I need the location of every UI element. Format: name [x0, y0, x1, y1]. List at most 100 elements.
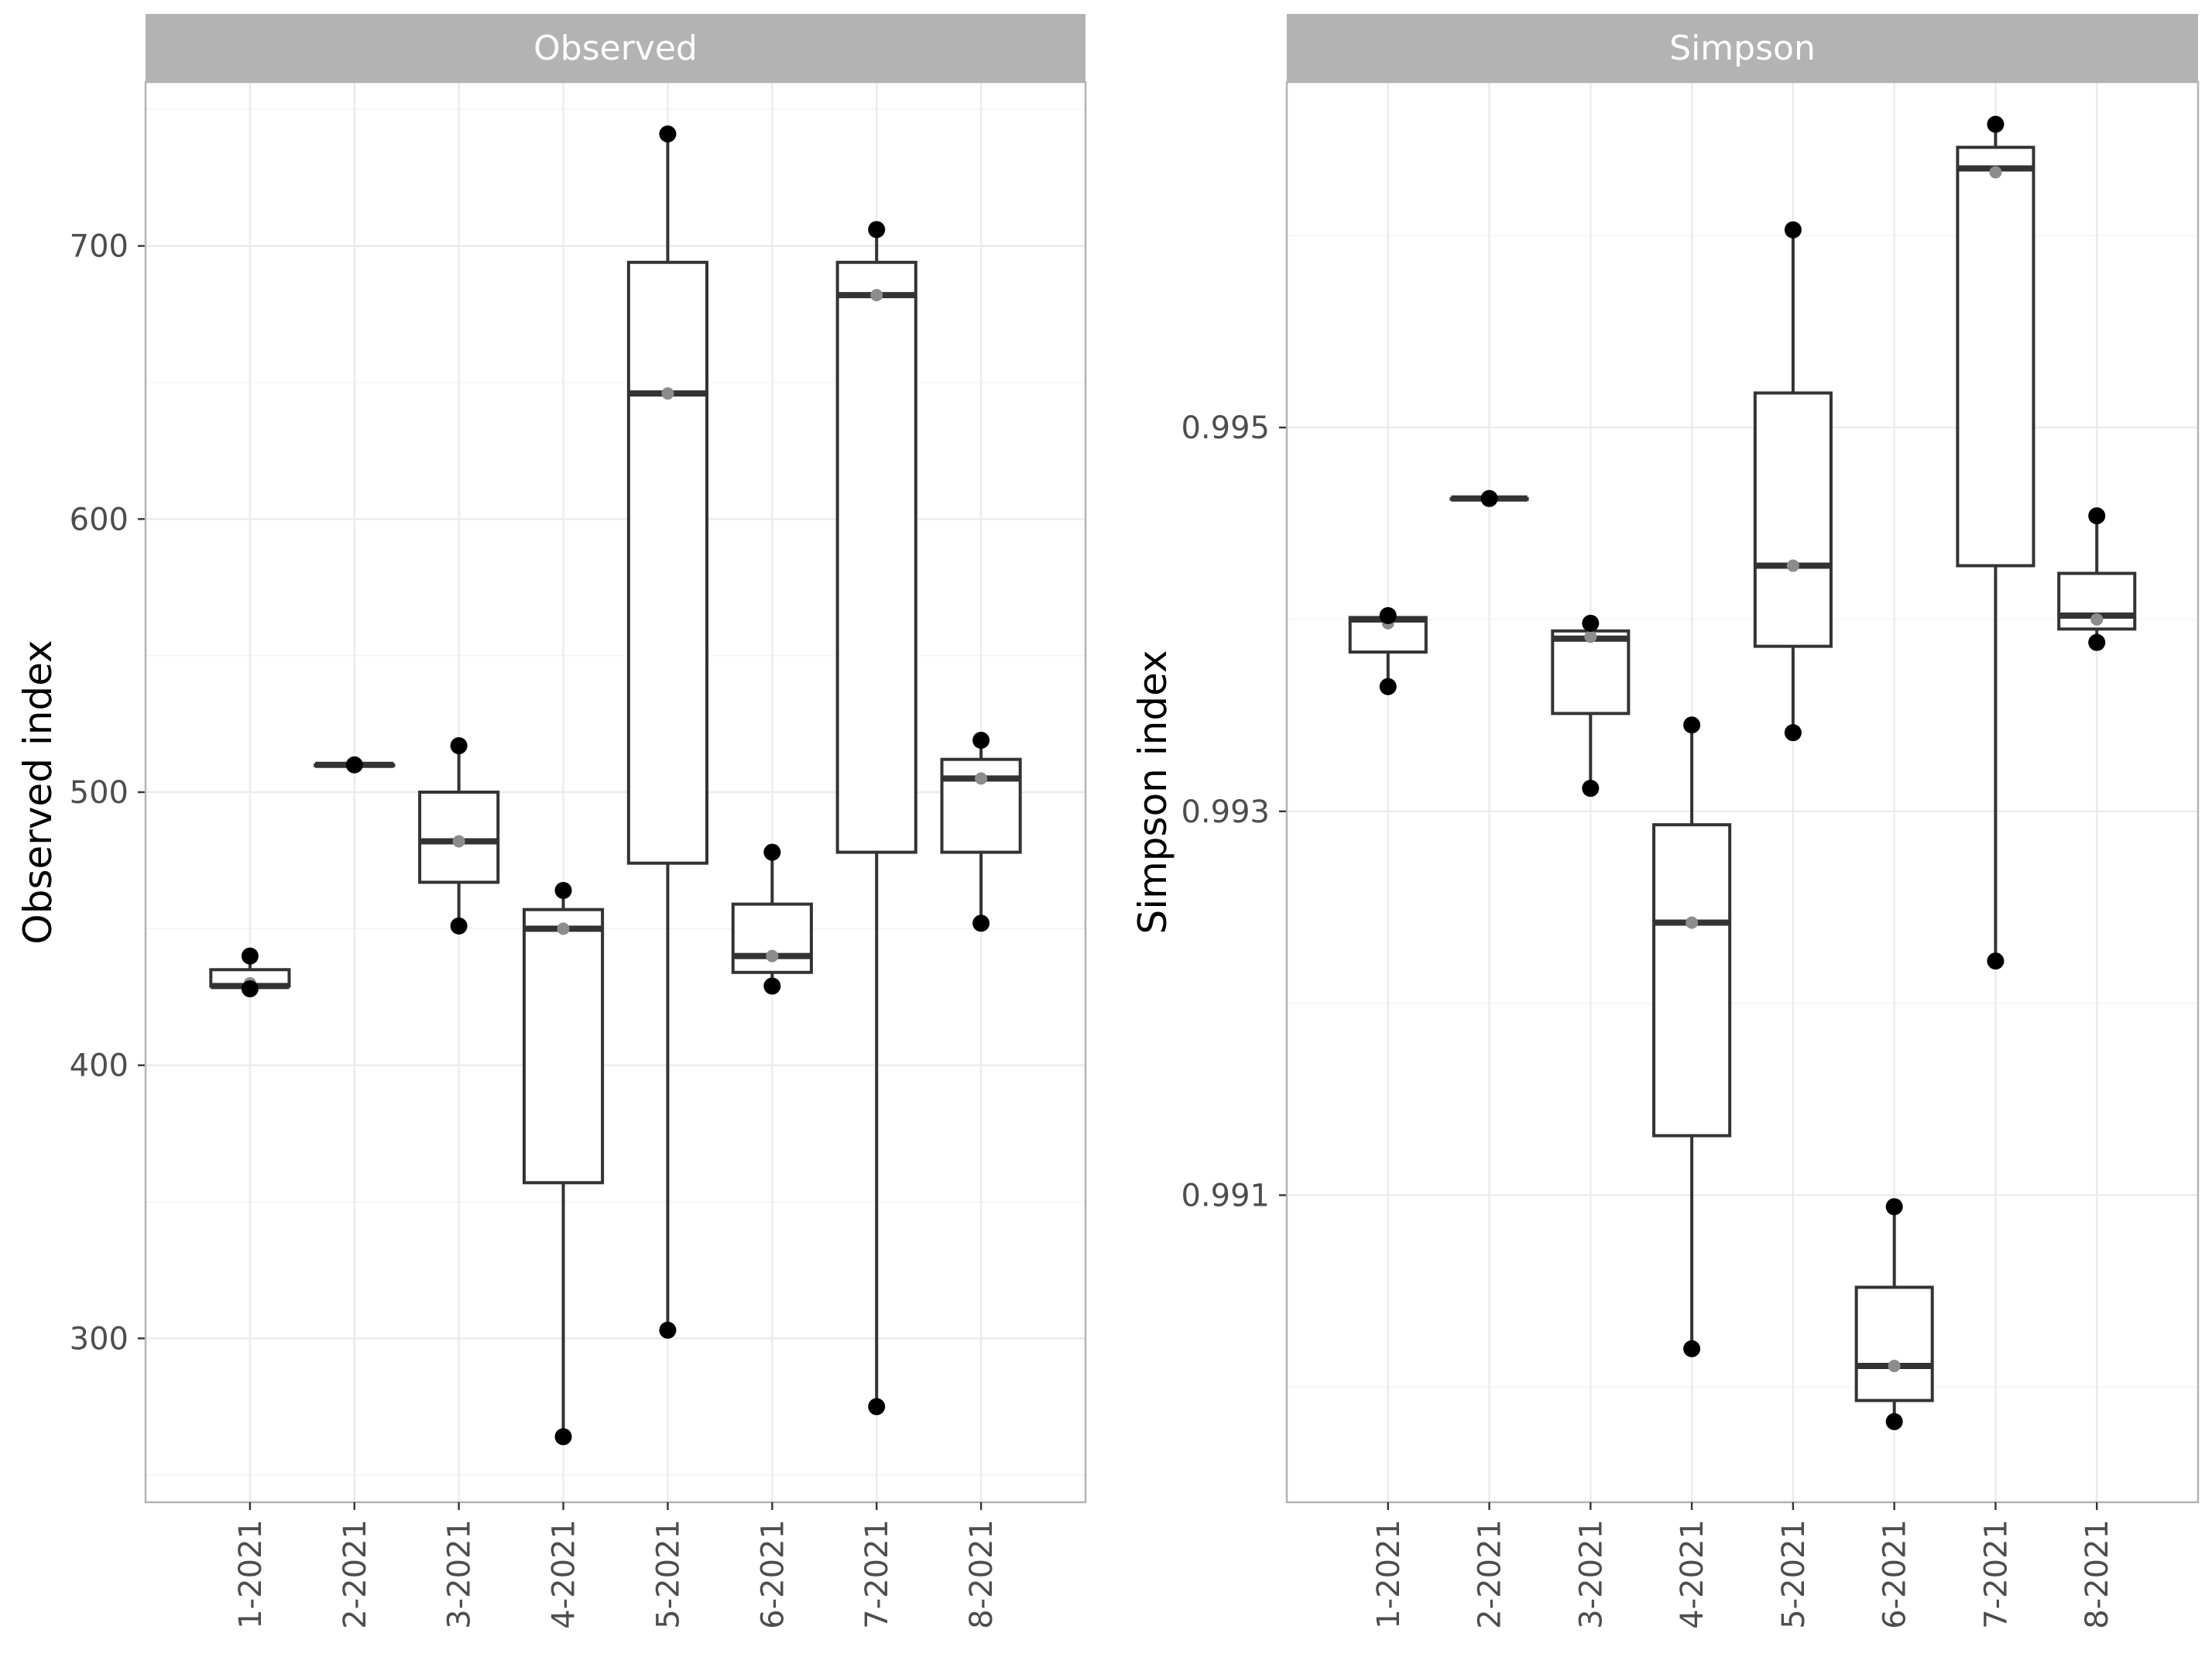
- data-point: [1784, 221, 1802, 238]
- x-tick-label: 7-2021: [859, 1519, 895, 1629]
- y-tick-label: 0.995: [1181, 410, 1270, 446]
- iqr-box: [1854, 1285, 1934, 1402]
- iqr-box: [1652, 823, 1732, 1138]
- x-tick-label: 8-2021: [2080, 1519, 2115, 1629]
- data-point: [1987, 952, 2005, 970]
- center-point: [1989, 166, 2002, 179]
- center-point: [1888, 1360, 1901, 1373]
- x-tick-label: 4-2021: [1675, 1519, 1710, 1629]
- data-point: [1582, 780, 1600, 798]
- data-point: [868, 1398, 886, 1416]
- data-point: [1480, 489, 1498, 507]
- box-4-2021: [1652, 716, 1732, 1357]
- y-tick-label: 0.991: [1181, 1178, 1270, 1213]
- x-tick-label: 5-2021: [650, 1519, 686, 1629]
- data-point: [659, 125, 677, 143]
- data-point: [1683, 1340, 1701, 1357]
- iqr-box: [626, 260, 709, 865]
- data-point: [554, 881, 572, 899]
- y-tick-label: 300: [70, 1321, 129, 1357]
- y-tick-label: 400: [70, 1048, 129, 1084]
- x-tick-label: 3-2021: [1573, 1519, 1609, 1629]
- panel-border: [144, 81, 1087, 1504]
- center-point: [1584, 630, 1597, 643]
- box-1-2021: [1348, 606, 1428, 695]
- box-8-2021: [940, 731, 1022, 932]
- center-point: [766, 949, 779, 963]
- facet-strip-title: Simpson: [1669, 29, 1816, 68]
- data-point: [2088, 507, 2106, 525]
- panel-border: [1285, 81, 2200, 1504]
- iqr-box: [1956, 146, 2035, 568]
- data-point: [1784, 724, 1802, 742]
- center-point: [557, 922, 570, 935]
- data-point: [2088, 633, 2106, 651]
- x-tick-label: 2-2021: [338, 1519, 373, 1629]
- facet-strip: [1287, 14, 2198, 82]
- data-point: [1987, 115, 2005, 133]
- iqr-box: [835, 260, 917, 854]
- iqr-box: [1551, 629, 1631, 715]
- box-7-2021: [1956, 115, 2035, 970]
- y-tick-label: 500: [70, 775, 129, 811]
- center-point: [661, 387, 674, 400]
- x-tick-label: 5-2021: [1776, 1519, 1812, 1629]
- x-tick-label: 4-2021: [547, 1519, 582, 1629]
- y-axis-title: Observed index: [15, 640, 60, 944]
- y-tick-label: 700: [70, 229, 129, 265]
- y-tick-label: 0.993: [1181, 794, 1270, 830]
- box-6-2021: [1854, 1198, 1934, 1430]
- data-point: [450, 917, 468, 935]
- data-point: [554, 1428, 572, 1446]
- box-4-2021: [522, 881, 605, 1446]
- panel-simpson: Simpson 0.991 0.993 0.995 1-2021 2-2021 3-2021…: [1130, 14, 2200, 1629]
- data-point: [1379, 678, 1397, 695]
- data-point: [1379, 606, 1397, 624]
- data-point: [868, 221, 886, 238]
- center-point: [870, 289, 883, 302]
- x-tick-label: 1-2021: [233, 1519, 269, 1629]
- iqr-box: [522, 908, 605, 1185]
- data-point: [972, 731, 990, 749]
- x-tick-label: 8-2021: [964, 1519, 1000, 1629]
- data-point: [763, 843, 781, 861]
- facet-strip: [146, 14, 1085, 82]
- box-5-2021: [1753, 221, 1833, 742]
- box-2-2021: [1449, 489, 1529, 507]
- x-tick-label: 6-2021: [1878, 1519, 1913, 1629]
- iqr-box: [1753, 391, 1833, 648]
- data-point: [450, 737, 468, 755]
- data-point: [763, 977, 781, 995]
- box-3-2021: [418, 737, 500, 935]
- data-point: [241, 980, 259, 997]
- data-point: [345, 756, 363, 774]
- box-7-2021: [835, 221, 917, 1416]
- box-2-2021: [314, 756, 396, 774]
- box-1-2021: [209, 947, 291, 997]
- box-3-2021: [1551, 614, 1631, 798]
- x-tick-label: 7-2021: [1978, 1519, 2014, 1629]
- facet-strip-title: Observed: [533, 29, 698, 68]
- data-point: [1683, 716, 1701, 734]
- data-point: [1885, 1412, 1903, 1430]
- center-point: [452, 835, 465, 848]
- data-point: [659, 1321, 677, 1339]
- box-5-2021: [626, 125, 709, 1339]
- x-tick-label: 2-2021: [1473, 1519, 1508, 1629]
- x-tick-label: 3-2021: [442, 1519, 478, 1629]
- data-point: [1582, 614, 1600, 632]
- x-tick-label: 6-2021: [755, 1519, 790, 1629]
- center-point: [1786, 559, 1799, 572]
- center-point: [1686, 916, 1699, 929]
- box-6-2021: [731, 843, 813, 995]
- y-tick-label: 600: [70, 502, 129, 537]
- x-tick-label: 1-2021: [1371, 1519, 1407, 1629]
- center-point: [2090, 613, 2104, 626]
- data-point: [241, 947, 259, 965]
- box-8-2021: [2057, 507, 2137, 651]
- data-point: [972, 915, 990, 932]
- center-point: [975, 772, 988, 785]
- panel-observed: Observed 300 400 500 600 700 1-2021 2-2021 3-202…: [15, 14, 1087, 1629]
- y-axis-title: Simpson index: [1130, 650, 1175, 934]
